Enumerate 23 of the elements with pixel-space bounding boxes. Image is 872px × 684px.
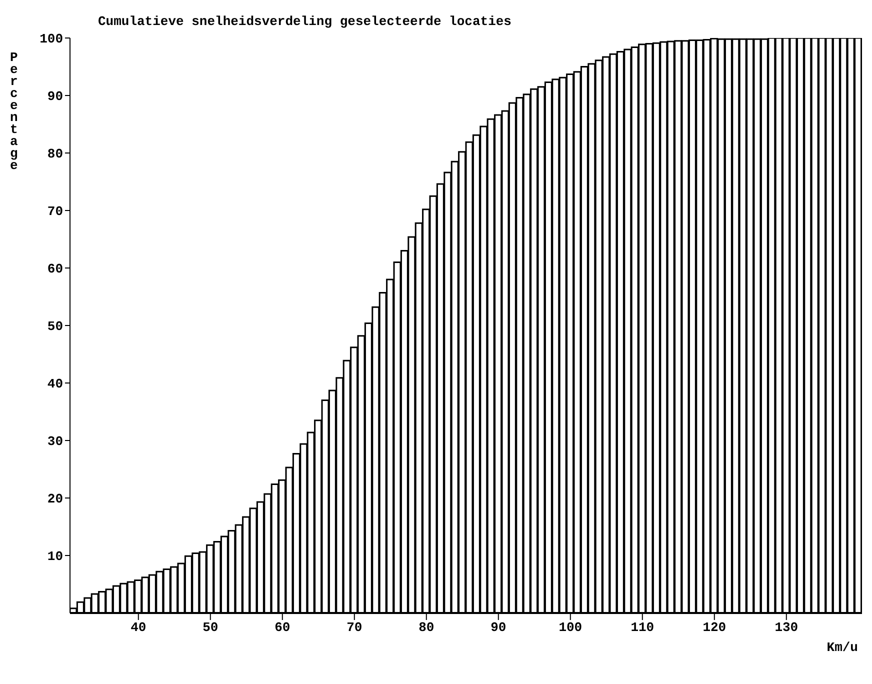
x-tick-label: 130: [774, 620, 798, 636]
x-tick-label: 60: [274, 620, 290, 636]
x-tick-label: 110: [630, 620, 654, 636]
x-tick-label: 90: [490, 620, 506, 636]
text: Percentage: [10, 50, 18, 173]
x-tick-label: 70: [346, 620, 362, 636]
x-tick-label: 80: [418, 620, 434, 636]
y-tick-label: 50: [47, 319, 64, 334]
y-tick-label: 40: [47, 376, 64, 392]
y-tick-label: 10: [47, 549, 64, 564]
x-axis-title: Km/u: [826, 640, 858, 655]
y-tick-label: 30: [47, 434, 64, 450]
x-tick-label: 120: [702, 620, 726, 636]
y-tick-label: 80: [47, 146, 64, 162]
chart-title: Cumulatieve snelheidsverdeling geselecteerde locaties: [98, 14, 512, 29]
y-tick-label: 20: [47, 492, 64, 507]
y-tick-label: 60: [47, 262, 64, 277]
x-tick-label: 100: [558, 620, 582, 636]
y-tick-label: 90: [47, 89, 64, 104]
y-tick-label: 70: [47, 204, 64, 220]
y-tick-label: 100: [40, 32, 64, 47]
x-tick-label: 40: [130, 620, 146, 636]
x-tick-label: 50: [202, 620, 218, 636]
